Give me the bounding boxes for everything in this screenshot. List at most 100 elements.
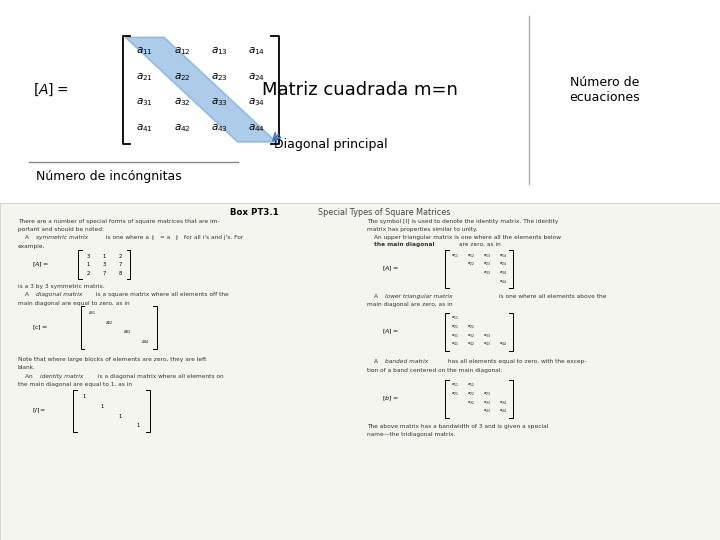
Text: $a_{42}$: $a_{42}$ xyxy=(467,341,474,348)
Text: 7: 7 xyxy=(103,271,106,276)
Text: 3: 3 xyxy=(103,262,106,267)
Text: 1: 1 xyxy=(87,262,90,267)
Text: $a_{21}$: $a_{21}$ xyxy=(451,390,459,398)
FancyBboxPatch shape xyxy=(0,202,720,540)
Text: has all elements equal to zero, with the excep-: has all elements equal to zero, with the… xyxy=(446,359,587,364)
Text: 1: 1 xyxy=(101,404,104,409)
Text: lower triangular matrix: lower triangular matrix xyxy=(385,294,453,299)
Text: $a_{13}$: $a_{13}$ xyxy=(482,252,491,260)
Text: $a_{14}$: $a_{14}$ xyxy=(248,45,266,57)
Text: $a_{13}$: $a_{13}$ xyxy=(211,45,228,57)
Text: ij: ij xyxy=(151,235,154,240)
Text: $a_{11}$: $a_{11}$ xyxy=(451,382,459,389)
Text: $a_{22}$: $a_{22}$ xyxy=(467,323,474,331)
Text: Box PT3.1: Box PT3.1 xyxy=(230,208,279,217)
Text: ji: ji xyxy=(175,235,178,240)
Text: name—the tridiagonal matrix.: name—the tridiagonal matrix. xyxy=(367,432,456,437)
Text: 2: 2 xyxy=(87,271,90,276)
Text: $a_{22}$: $a_{22}$ xyxy=(467,390,474,398)
Text: $a_{41}$: $a_{41}$ xyxy=(136,123,153,134)
Text: $a_{44}$: $a_{44}$ xyxy=(498,408,507,415)
Text: $[A] =$: $[A] =$ xyxy=(32,260,50,269)
Text: $a_{21}$: $a_{21}$ xyxy=(136,71,153,83)
Polygon shape xyxy=(125,37,276,142)
Text: $a_{44}$: $a_{44}$ xyxy=(248,123,266,134)
Text: The symbol [I] is used to denote the identity matrix. The identity: The symbol [I] is used to denote the ide… xyxy=(367,219,559,224)
Text: Special Types of Square Matrices: Special Types of Square Matrices xyxy=(313,208,451,217)
Text: $[A] =$: $[A] =$ xyxy=(382,265,399,273)
Text: $a_{12}$: $a_{12}$ xyxy=(467,382,474,389)
Text: diagonal matrix: diagonal matrix xyxy=(36,292,82,298)
Text: $a_{44}$: $a_{44}$ xyxy=(141,338,150,346)
Text: the main diagonal are equal to 1, as in: the main diagonal are equal to 1, as in xyxy=(18,382,132,387)
Text: $a_{33}$: $a_{33}$ xyxy=(123,328,132,336)
Text: are zero, as in: are zero, as in xyxy=(457,242,501,247)
Text: $a_{42}$: $a_{42}$ xyxy=(174,123,191,134)
Text: $a_{43}$: $a_{43}$ xyxy=(482,408,491,415)
Text: A: A xyxy=(374,359,380,364)
Text: $[A] =$: $[A] =$ xyxy=(33,82,68,98)
Text: $a_{22}$: $a_{22}$ xyxy=(467,261,474,268)
Text: $a_{21}$: $a_{21}$ xyxy=(451,323,459,331)
Text: The above matrix has a bandwidth of 3 and is given a special: The above matrix has a bandwidth of 3 an… xyxy=(367,424,549,429)
Text: $a_{24}$: $a_{24}$ xyxy=(498,261,507,268)
Text: the main diagonal: the main diagonal xyxy=(374,242,435,247)
Text: main diagonal are zero, as in: main diagonal are zero, as in xyxy=(367,302,453,307)
Text: Número de
ecuaciones: Número de ecuaciones xyxy=(570,76,640,104)
Text: $a_{44}$: $a_{44}$ xyxy=(498,341,507,348)
Text: $a_{34}$: $a_{34}$ xyxy=(248,97,266,109)
Text: example,: example, xyxy=(18,244,45,249)
Text: $a_{12}$: $a_{12}$ xyxy=(174,45,191,57)
Text: Note that where large blocks of elements are zero, they are left: Note that where large blocks of elements… xyxy=(18,357,207,362)
Text: is one where all elements above the: is one where all elements above the xyxy=(497,294,606,299)
Text: is a 3 by 3 symmetric matrix.: is a 3 by 3 symmetric matrix. xyxy=(18,284,104,289)
Text: Número de incóngnitas: Número de incóngnitas xyxy=(36,170,181,183)
Text: identity matrix: identity matrix xyxy=(40,374,83,379)
Text: $a_{44}$: $a_{44}$ xyxy=(498,278,507,286)
Text: $a_{24}$: $a_{24}$ xyxy=(248,71,266,83)
Text: An: An xyxy=(25,374,35,379)
Text: There are a number of special forms of square matrices that are im-: There are a number of special forms of s… xyxy=(18,219,220,224)
Text: A: A xyxy=(374,294,380,299)
Text: An upper triangular matrix is one where all the elements below: An upper triangular matrix is one where … xyxy=(374,235,562,240)
Text: symmetric matrix: symmetric matrix xyxy=(36,235,88,240)
Text: $a_{22}$: $a_{22}$ xyxy=(105,319,114,327)
Text: $a_{33}$: $a_{33}$ xyxy=(482,269,491,277)
Text: 1: 1 xyxy=(119,414,122,418)
Text: is one where a: is one where a xyxy=(104,235,150,240)
Text: 2: 2 xyxy=(119,254,122,259)
Text: $a_{23}$: $a_{23}$ xyxy=(211,71,228,83)
Text: is a square matrix where all elements off the: is a square matrix where all elements of… xyxy=(94,292,228,298)
Text: $a_{32}$: $a_{32}$ xyxy=(467,332,474,340)
Text: $a_{41}$: $a_{41}$ xyxy=(451,341,459,348)
Text: is a diagonal matrix where all elements on: is a diagonal matrix where all elements … xyxy=(96,374,223,379)
Text: 8: 8 xyxy=(119,271,122,276)
Text: = a: = a xyxy=(158,235,171,240)
Text: tion of a band centered on the main diagonal:: tion of a band centered on the main diag… xyxy=(367,368,503,373)
Text: $a_{33}$: $a_{33}$ xyxy=(482,399,491,407)
Text: 7: 7 xyxy=(119,262,122,267)
Text: $[A] =$: $[A] =$ xyxy=(382,327,399,336)
Text: 3: 3 xyxy=(87,254,90,259)
Text: A: A xyxy=(25,235,31,240)
Text: $[c] =$: $[c] =$ xyxy=(32,323,48,332)
Text: $a_{23}$: $a_{23}$ xyxy=(482,390,491,398)
Text: $a_{43}$: $a_{43}$ xyxy=(482,341,491,348)
Text: Matriz cuadrada m=n: Matriz cuadrada m=n xyxy=(262,80,458,99)
Text: main diagonal are equal to zero, as in: main diagonal are equal to zero, as in xyxy=(18,301,130,306)
Text: $a_{31}$: $a_{31}$ xyxy=(451,332,459,340)
Text: matrix has properties similar to unity.: matrix has properties similar to unity. xyxy=(367,227,477,232)
Text: $a_{31}$: $a_{31}$ xyxy=(136,97,153,109)
Text: $a_{33}$: $a_{33}$ xyxy=(482,332,491,340)
Text: $a_{34}$: $a_{34}$ xyxy=(498,399,507,407)
Text: $a_{32}$: $a_{32}$ xyxy=(174,97,191,109)
Text: Diagonal principal: Diagonal principal xyxy=(274,138,387,151)
Text: $a_{12}$: $a_{12}$ xyxy=(467,252,474,260)
Text: portant and should be noted:: portant and should be noted: xyxy=(18,227,104,232)
Text: for all i's and j's. For: for all i's and j's. For xyxy=(182,235,243,240)
Text: banded matrix: banded matrix xyxy=(385,359,428,364)
Text: blank.: blank. xyxy=(18,365,36,370)
Text: A: A xyxy=(25,292,31,298)
Text: $a_{11}$: $a_{11}$ xyxy=(136,45,153,57)
Text: $a_{22}$: $a_{22}$ xyxy=(174,71,191,83)
